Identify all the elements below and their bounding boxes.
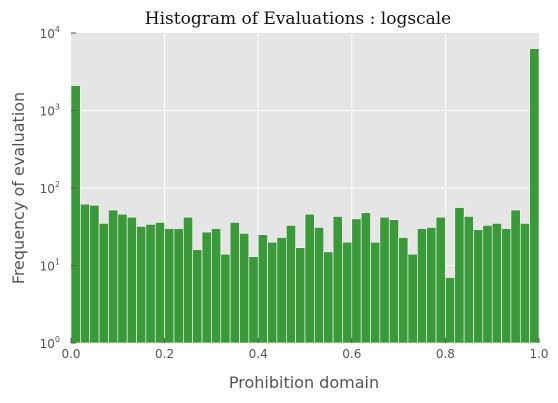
histogram-bar — [295, 247, 306, 344]
histogram-bar — [126, 216, 137, 344]
histogram-bar — [211, 228, 222, 344]
histogram-bar — [80, 203, 91, 344]
histogram-bar — [173, 228, 184, 344]
histogram-bar — [501, 228, 512, 344]
histogram-bar — [445, 277, 456, 344]
histogram-bar — [342, 241, 353, 344]
histogram-bar — [183, 216, 193, 344]
y-tick-label: 104 — [40, 25, 60, 41]
x-tick-label: 0.6 — [342, 347, 361, 361]
x-tick-label: 0.2 — [155, 347, 174, 361]
histogram-bar — [267, 241, 278, 344]
histogram-bar — [529, 48, 540, 344]
histogram-bar — [370, 241, 381, 344]
histogram-bar — [192, 249, 203, 344]
histogram-bar — [229, 222, 240, 344]
y-tick-label: 103 — [40, 103, 60, 119]
y-axis-label: Frequency of evaluation — [9, 92, 28, 284]
histogram-bar — [108, 209, 119, 344]
histogram-bar — [379, 216, 390, 344]
x-tick-label: 0.0 — [61, 347, 80, 361]
histogram-bar — [201, 231, 212, 344]
histogram-bar — [248, 256, 259, 344]
histogram-bar — [70, 85, 81, 344]
histogram-bar — [398, 237, 409, 344]
histogram-bar — [304, 213, 315, 344]
histogram-bar — [314, 227, 325, 344]
histogram-bar — [257, 234, 268, 344]
histogram-bar — [435, 216, 446, 344]
histogram-bar — [276, 237, 287, 344]
x-axis-ticks: 0.0 0.2 0.4 0.6 0.8 1.0 — [61, 338, 549, 361]
y-tick-label: 101 — [40, 258, 60, 274]
x-axis-label: Prohibition domain — [229, 373, 379, 392]
y-axis-ticks: 100 101 102 103 104 — [40, 25, 76, 351]
histogram-bar — [154, 222, 165, 344]
histogram-bar — [491, 223, 502, 344]
histogram-bar — [164, 228, 175, 344]
histogram-bar — [463, 216, 474, 344]
x-tick-label: 0.8 — [436, 347, 455, 361]
histogram-bar — [117, 213, 128, 344]
x-tick-label: 1.0 — [529, 347, 548, 361]
histogram-bar — [519, 223, 530, 344]
histogram-bar — [426, 227, 437, 344]
y-tick-label: 100 — [40, 335, 60, 351]
histogram-bar — [89, 204, 100, 344]
histogram-bar — [454, 207, 465, 344]
histogram-bar — [407, 253, 418, 344]
histogram-bar — [239, 233, 250, 344]
histogram-bar — [332, 216, 343, 344]
histogram-bar — [98, 223, 109, 344]
histogram-bar — [360, 212, 371, 344]
histogram-bars — [70, 48, 540, 344]
chart-title: Histogram of Evaluations : logscale — [145, 9, 451, 29]
x-tick-label: 0.4 — [249, 347, 268, 361]
histogram-bar — [510, 209, 521, 344]
histogram-bar — [388, 219, 399, 344]
y-tick-label: 102 — [40, 180, 60, 196]
histogram-bar — [285, 225, 296, 344]
histogram-bar — [136, 226, 147, 344]
histogram-bar — [220, 253, 231, 344]
histogram-bar — [473, 229, 484, 344]
histogram-bar — [417, 228, 427, 344]
histogram-bar — [323, 251, 334, 344]
histogram-bar — [482, 225, 493, 344]
histogram-bar — [351, 218, 362, 344]
grid-lines — [71, 33, 539, 343]
histogram-bar — [145, 224, 156, 344]
